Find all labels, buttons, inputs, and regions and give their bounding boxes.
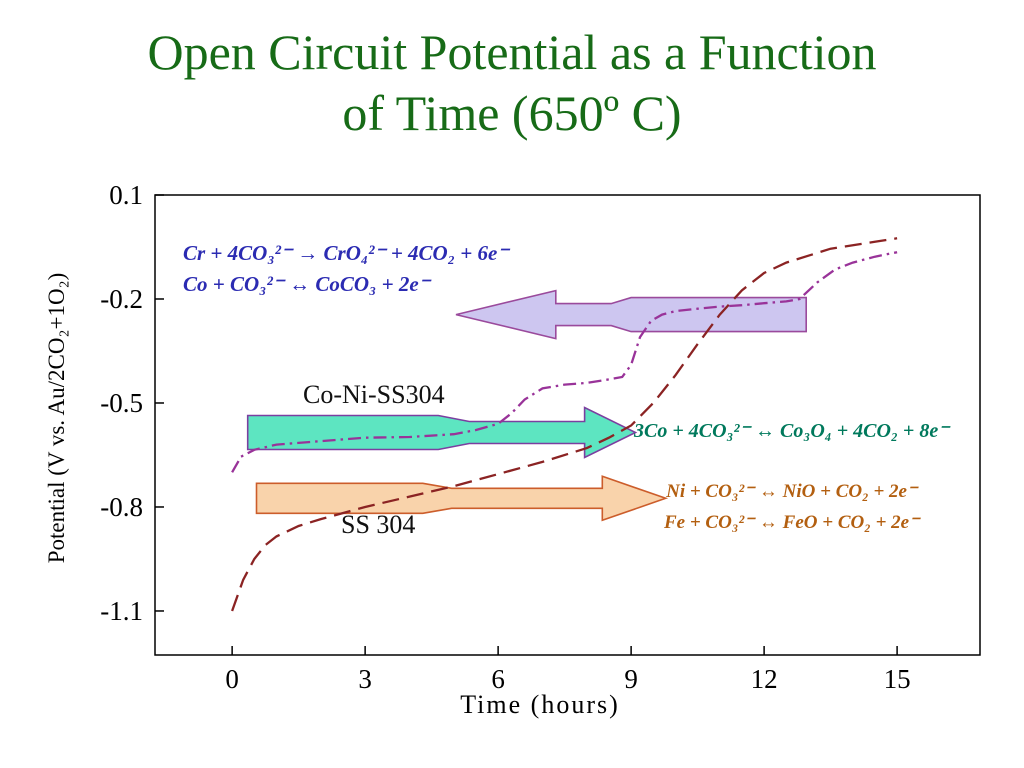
chromium-cobalt-reactions-annotation: Cr + 4CO₃²⁻ → CrO₄²⁻ + 4CO₂ + 6e⁻ Co + C… [183,238,508,300]
y-tick-label: -0.2 [100,284,143,314]
reaction-fe-text: Fe + CO₃²⁻ ↔ FeO + CO₂ + 2e⁻ [664,512,920,533]
y-tick-label: -0.5 [100,388,143,418]
title-line2: of Time (650º C) [342,85,682,141]
title-line1: Open Circuit Potential as a Function [147,24,877,80]
curve-co-ni-ss304 [231,251,898,473]
x-tick-label: 0 [225,664,239,694]
reaction-ni-text: Ni + CO₃²⁻ ↔ NiO + CO₂ + 2e⁻ [666,481,918,502]
reaction-co-text: Co + CO₃²⁻ ↔ CoCO₃ + 2e⁻ [183,272,430,296]
arrow-cr-co-reaction-arrow [455,289,808,340]
slide-title: Open Circuit Potential as a Function of … [0,22,1024,144]
cobalt-oxide-reaction-annotation: 3Co + 4CO₃²⁻ ↔ Co₃O₄ + 4CO₂ + 8e⁻ [634,420,949,442]
x-tick-label: 12 [751,664,778,694]
x-tick-label: 15 [884,664,911,694]
arrow-ss304-arrow [255,475,669,522]
curve-ss-304 [231,237,898,612]
x-tick-label: 9 [624,664,638,694]
x-tick-label: 6 [491,664,505,694]
y-tick-label: -0.8 [100,492,143,522]
y-tick-label: -1.1 [100,596,143,626]
y-axis-label: Potential (V vs. Au/2CO₂+1O₂) [44,272,69,564]
x-tick-label: 3 [358,664,372,694]
y-tick-label: 0.1 [109,180,143,210]
plot-box [154,194,981,656]
arrow-co-ni-ss304-arrow [246,406,638,459]
ss304-series-label: SS 304 [341,510,416,539]
co-ni-ss304-series-label: Co-Ni-SS304 [303,380,445,409]
nickel-iron-reactions-annotation: Ni + CO₃²⁻ ↔ NiO + CO₂ + 2e⁻ Fe + CO₃²⁻ … [664,476,919,538]
x-axis-label: Time (hours) [460,690,620,719]
reaction-cr-text: Cr + 4CO₃²⁻ → CrO₄²⁻ + 4CO₂ + 6e⁻ [183,241,509,265]
